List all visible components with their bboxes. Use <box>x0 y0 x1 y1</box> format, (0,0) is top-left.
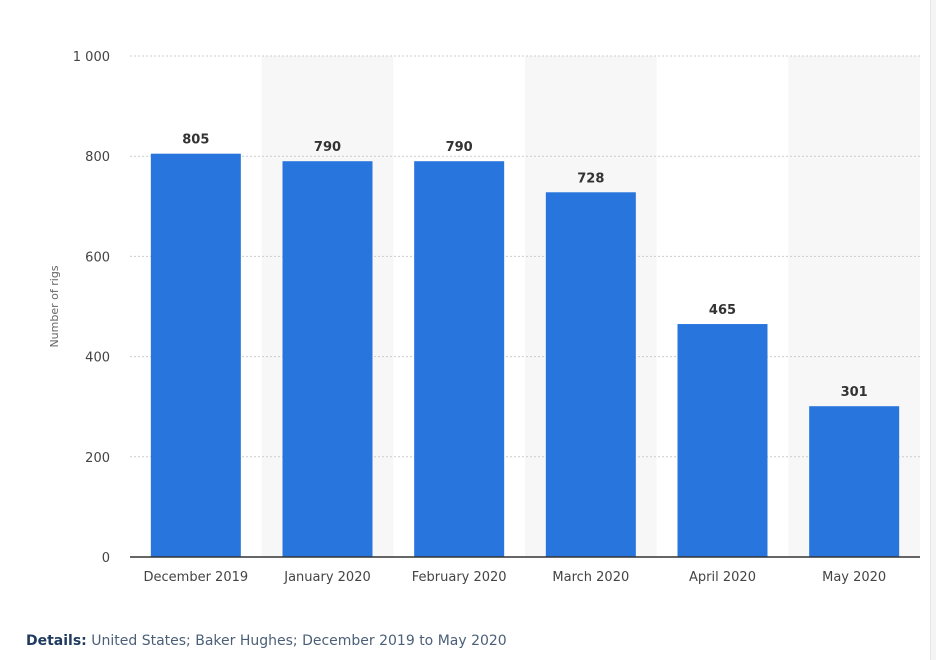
bar[interactable] <box>545 192 636 557</box>
data-label: 790 <box>314 140 341 155</box>
y-axis-title: Number of rigs <box>48 265 61 347</box>
y-tick-label: 400 <box>85 351 110 366</box>
bar[interactable] <box>150 153 241 557</box>
data-label: 805 <box>182 133 209 148</box>
x-tick-label: May 2020 <box>822 570 886 585</box>
details-footer: Details: United States; Baker Hughes; De… <box>26 633 507 649</box>
bars <box>150 153 900 557</box>
x-tick-label: March 2020 <box>552 570 629 585</box>
x-tick-label: April 2020 <box>689 570 756 585</box>
y-tick-label: 800 <box>85 150 110 165</box>
x-tick-label: December 2019 <box>144 570 249 585</box>
bar[interactable] <box>282 161 373 557</box>
bar[interactable] <box>809 406 900 557</box>
y-tick-label: 600 <box>85 250 110 265</box>
data-labels: 805 790 790 728 465 301 <box>182 133 867 401</box>
data-label: 728 <box>577 171 604 186</box>
data-label: 790 <box>446 140 473 155</box>
data-label: 465 <box>709 303 736 318</box>
y-tick-label: 200 <box>85 451 110 466</box>
bar[interactable] <box>677 324 768 557</box>
bar-chart: 805 790 790 728 465 301 December 2019 January … <box>48 50 920 585</box>
data-label: 301 <box>841 385 868 400</box>
y-tick-label: 0 <box>102 551 110 566</box>
y-tick-label: 1 000 <box>73 50 110 65</box>
x-tick-label: February 2020 <box>412 570 507 585</box>
x-axis-ticks: December 2019 January 2020 February 2020 Ma… <box>144 570 887 585</box>
x-tick-label: January 2020 <box>283 570 371 585</box>
details-text: United States; Baker Hughes; December 20… <box>91 633 507 649</box>
bar[interactable] <box>414 161 505 557</box>
details-label: Details: <box>26 633 87 649</box>
y-axis-ticks: 0 200 400 600 800 1 000 <box>73 50 110 566</box>
